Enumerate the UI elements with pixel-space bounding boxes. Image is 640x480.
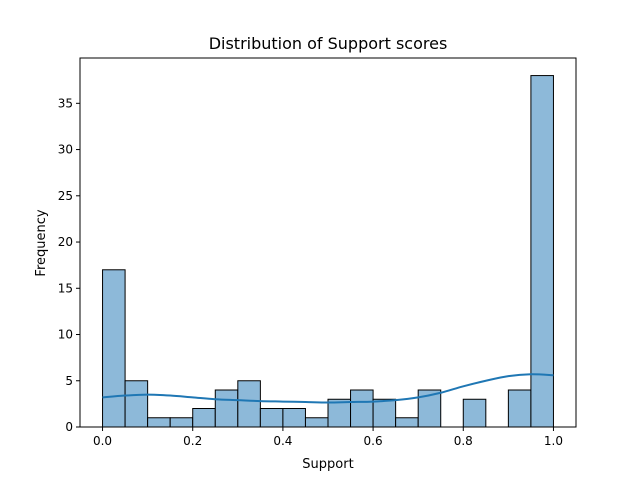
histogram-bar-2 <box>147 417 171 428</box>
histogram-bar-9 <box>304 417 329 428</box>
x-tick-label: 1.0 <box>544 434 563 448</box>
histogram-bar-1 <box>124 380 149 428</box>
histogram-bar-3 <box>169 417 194 428</box>
histogram-bar-0 <box>102 269 126 428</box>
y-tick-label: 20 <box>58 235 73 249</box>
y-axis-ticks: 0 5 10 15 20 25 30 35 <box>58 96 80 434</box>
x-tick-label: 0.0 <box>93 434 112 448</box>
y-tick-label: 15 <box>58 281 73 295</box>
histogram-bar-7 <box>259 408 284 428</box>
x-tick-label: 0.6 <box>364 434 383 448</box>
chart-title: Distribution of Support scores <box>209 34 448 53</box>
histogram-bar-13 <box>395 417 419 428</box>
axes-frame <box>79 57 577 428</box>
x-tick-label: 0.2 <box>183 434 202 448</box>
y-tick-label: 10 <box>58 328 73 342</box>
x-axis-ticks: 0.0 0.2 0.4 0.6 0.8 1.0 <box>93 427 563 448</box>
y-tick-label: 0 <box>65 420 73 434</box>
y-tick-label: 35 <box>58 96 73 110</box>
x-tick-label: 0.8 <box>454 434 473 448</box>
histogram-bar-11 <box>350 389 374 428</box>
histogram-bar-5 <box>214 389 239 428</box>
y-tick-label: 5 <box>65 374 73 388</box>
histogram-bar-18 <box>507 389 532 428</box>
y-tick-label: 25 <box>58 189 73 203</box>
histogram-bar-12 <box>372 398 397 428</box>
histogram-bars <box>102 75 554 428</box>
kde-curve <box>102 373 554 404</box>
x-axis-label: Support <box>302 457 353 472</box>
histogram-bar-16 <box>462 398 487 428</box>
histogram-bar-4 <box>192 408 216 428</box>
x-tick-label: 0.4 <box>273 434 292 448</box>
y-axis-label: Frequency <box>34 209 49 276</box>
histogram-bar-8 <box>282 408 306 428</box>
y-tick-label: 30 <box>58 143 73 157</box>
histogram-bar-6 <box>237 380 261 428</box>
